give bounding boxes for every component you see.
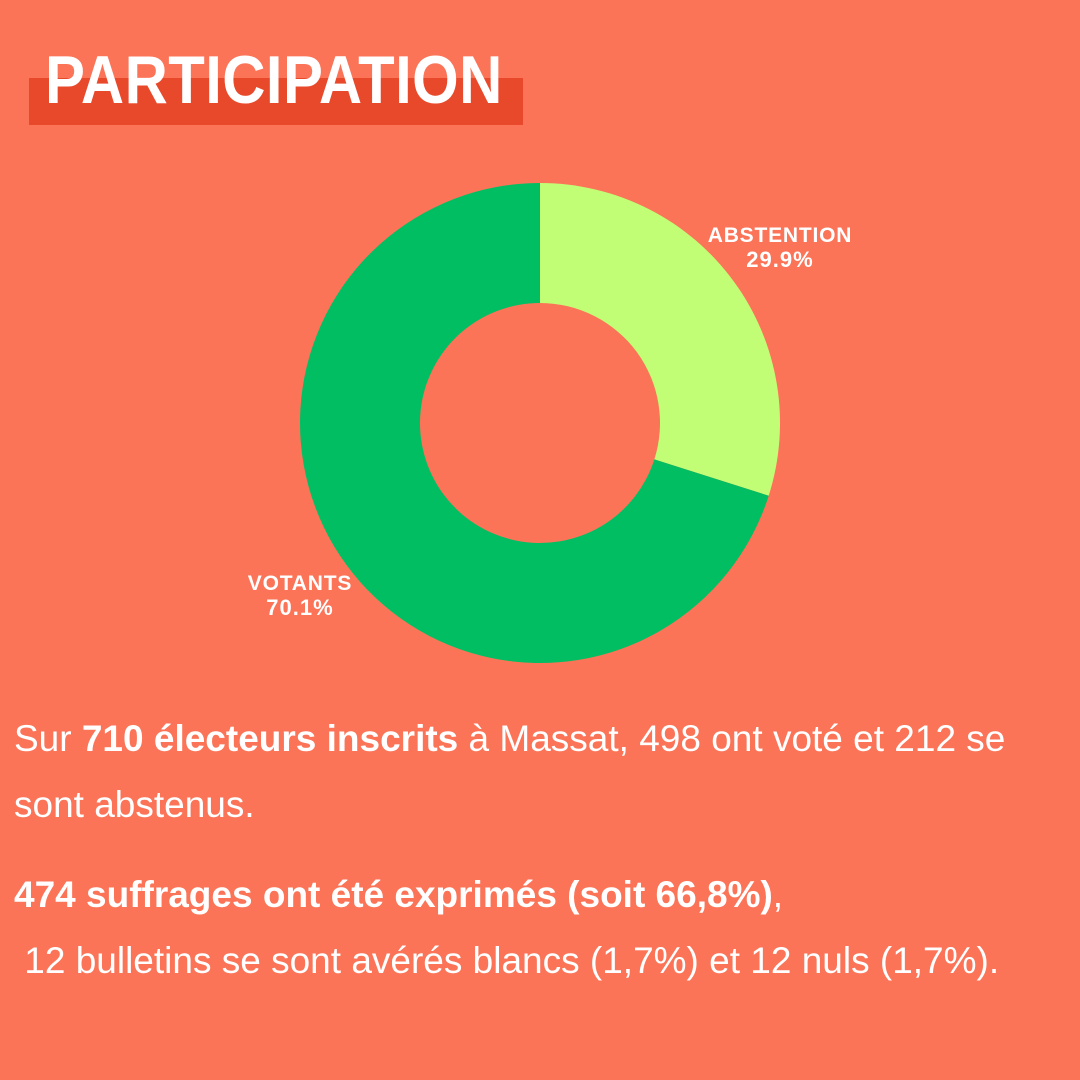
text-segment: Sur: [14, 718, 82, 759]
text-segment: ,: [772, 874, 784, 915]
title-highlight-band: [29, 78, 523, 125]
paragraph-inscrits: Sur 710 électeurs inscrits à Massat, 498…: [14, 706, 1070, 838]
text-segment: 710 électeurs inscrits: [81, 718, 459, 759]
votants-label: VOTANTS 70.1%: [215, 572, 385, 620]
votants-label-pct: 70.1%: [266, 595, 334, 620]
paragraph-blancs-nuls: 12 bulletins se sont avérés blancs (1,7%…: [14, 928, 1070, 994]
paragraph-suffrages: 474 suffrages ont été exprimés (soit 66,…: [14, 862, 1070, 928]
abstention-label-pct: 29.9%: [746, 247, 814, 272]
text-segment: à Massat, 498 ont voté et 212 se sont ab…: [14, 718, 1016, 825]
text-segment: 12 bulletins se sont avérés blancs (1,7%…: [14, 940, 1000, 981]
page-title: PARTICIPATION: [45, 42, 503, 118]
text-segment: 474 suffrages ont été exprimés (soit 66,…: [14, 874, 773, 915]
abstention-label-name: ABSTENTION: [707, 224, 853, 247]
donut-slice-abstention: [540, 183, 780, 496]
donut-slice-votants: [300, 183, 769, 663]
votants-label-name: VOTANTS: [247, 572, 353, 595]
stats-text-block: Sur 710 électeurs inscrits à Massat, 498…: [14, 706, 1070, 994]
abstention-label: ABSTENTION 29.9%: [695, 224, 865, 272]
donut-chart: [300, 183, 780, 663]
